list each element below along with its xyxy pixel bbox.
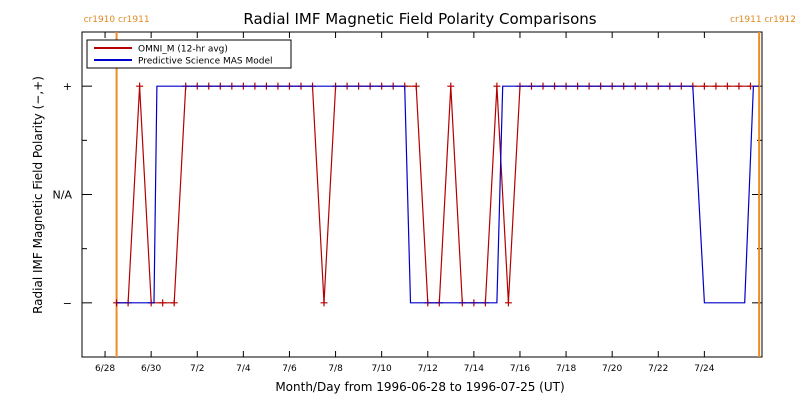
x-tick-label: 7/10: [372, 364, 392, 374]
x-tick-label: 7/24: [694, 364, 714, 374]
legend-box: [86, 39, 292, 69]
series-lines: [113, 82, 760, 307]
x-tick-label: 7/20: [602, 364, 622, 374]
mas-series-line: [116, 85, 760, 304]
omni-data-point: [170, 299, 178, 307]
omni-data-point: [723, 82, 731, 90]
omni-series-line: [116, 85, 751, 304]
omni-data-point: [136, 82, 144, 90]
x-tick-label: 6/30: [141, 364, 161, 374]
x-tick-label: 7/4: [236, 364, 251, 374]
carrington-label: cr1910 cr1911: [84, 15, 150, 25]
x-tick-label: 7/12: [418, 364, 438, 374]
omni-data-point: [159, 299, 167, 307]
x-tick-label: 7/16: [510, 364, 530, 374]
carrington-label: cr1911 cr1912: [730, 15, 796, 25]
legend-label: Predictive Science MAS Model: [138, 57, 273, 67]
x-tick-label: 7/18: [556, 364, 576, 374]
x-tick-label: 7/2: [190, 364, 204, 374]
y-tick-label: N/A: [53, 189, 73, 202]
omni-data-point: [447, 82, 455, 90]
x-tick-label: 7/6: [282, 364, 297, 374]
x-axis-label: Month/Day from 1996-06-28 to 1996-07-25 …: [275, 380, 564, 394]
plot-frame: 6/28 6/30 7/2 7/4 7/6 7/8 7/10 7/12 7/14 7/16 7/18…: [53, 31, 763, 374]
y-tick-label: +: [63, 80, 72, 93]
y-tick-label: −: [63, 297, 72, 310]
y-axis-label: Radial IMF Magnetic Field Polarity (−,+): [31, 76, 45, 314]
omni-data-point: [412, 82, 420, 90]
x-tick-label: 7/22: [648, 364, 668, 374]
x-tick-label: 6/28: [95, 364, 115, 374]
x-tick-label: 7/14: [464, 364, 484, 374]
omni-data-point: [712, 82, 720, 90]
omni-data-point: [504, 299, 512, 307]
legend: OMNI_M (12-hr avg) Predictive Science MAS…: [86, 39, 292, 69]
legend-label: OMNI_M (12-hr avg): [138, 45, 228, 55]
chart-title: Radial IMF Magnetic Field Polarity Compa…: [243, 10, 596, 28]
omni-data-point: [493, 82, 501, 90]
x-tick-label: 7/8: [328, 364, 343, 374]
omni-data-point: [735, 82, 743, 90]
omni-data-point: [320, 299, 328, 307]
omni-data-point: [700, 82, 708, 90]
